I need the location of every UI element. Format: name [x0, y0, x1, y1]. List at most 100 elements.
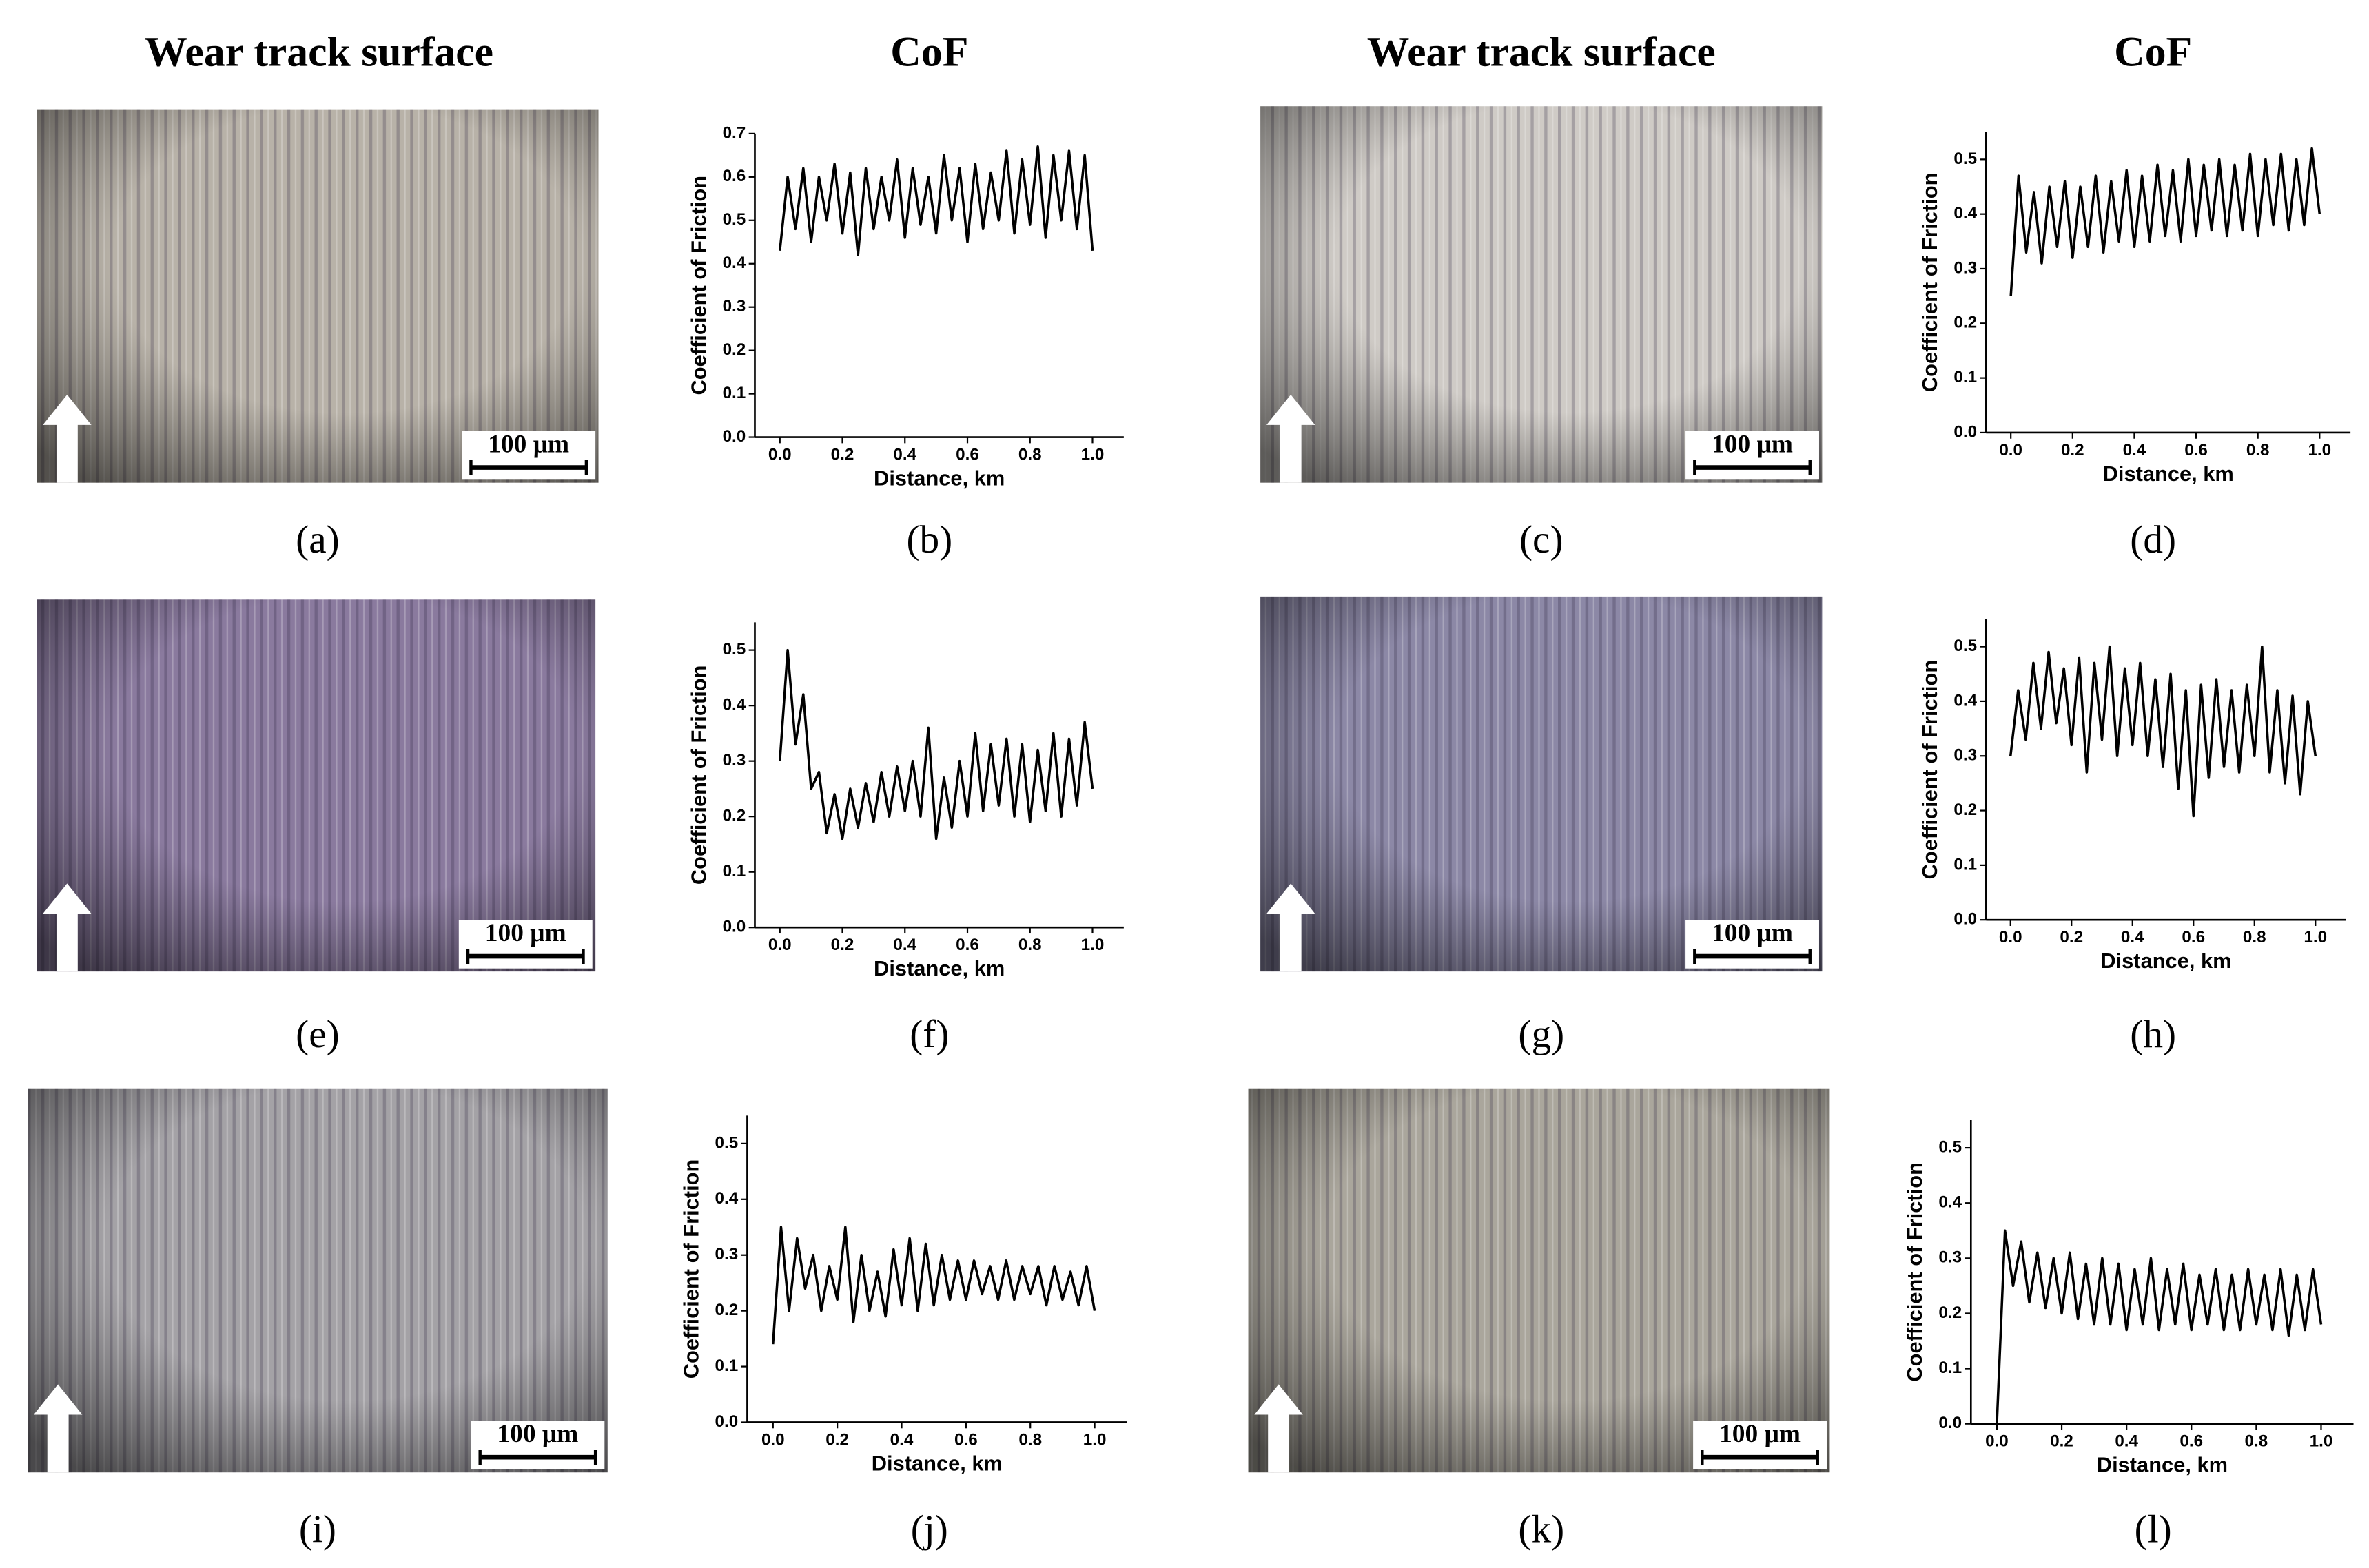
- micrograph-vignette: [28, 1088, 608, 1473]
- y-tick-label: 0.4: [723, 254, 746, 272]
- y-tick-label: 0.4: [723, 696, 746, 714]
- x-tick-label: 0.6: [2184, 441, 2208, 460]
- y-tick-label: 0.5: [1953, 637, 1977, 655]
- cof-line: [772, 1226, 1096, 1345]
- micrograph: 100 μm: [37, 109, 599, 483]
- x-tick-label: 1.0: [2304, 928, 2327, 947]
- micrograph-vignette: [1260, 596, 1823, 972]
- scale-bar-label: 100 μm: [1712, 919, 1793, 947]
- scale-bar-box: [471, 1421, 605, 1469]
- y-tick-label: 0.0: [1938, 1414, 1962, 1432]
- cof-chart: 0.0 0.1 0.2 0.3 0.4 0.5 0.0 0.2 0.4 0.6 0.8 1.0 Dist…: [1903, 1120, 2354, 1477]
- cof-line: [1996, 1229, 2323, 1424]
- cof-chart: 0.0 0.1 0.2 0.3 0.4 0.5 0.0 0.2 0.4 0.6 0.8 1.0 Dist…: [1918, 132, 2351, 486]
- micrograph: 100 μm: [28, 1088, 608, 1473]
- panel-label: (i): [299, 1507, 336, 1551]
- y-tick-label: 0.3: [1953, 258, 1977, 277]
- panel-label: (k): [1518, 1507, 1564, 1551]
- panel-label: (b): [906, 518, 952, 561]
- column-header: CoF: [2114, 29, 2192, 76]
- x-tick-label: 1.0: [2308, 441, 2331, 460]
- scale-bar-label: 100 μm: [1712, 430, 1793, 458]
- x-tick-label: 0.8: [2245, 1432, 2268, 1451]
- x-tick-label: 0.0: [761, 1430, 785, 1449]
- y-axis-label: Coefficient of Friction: [686, 665, 710, 885]
- y-tick-label: 0.5: [715, 1133, 739, 1152]
- y-tick-label: 0.1: [1938, 1359, 1962, 1377]
- sliding-direction-arrow: [43, 883, 92, 972]
- micrograph: 100 μm: [1260, 106, 1823, 483]
- y-tick-label: 0.4: [1953, 691, 1977, 710]
- y-tick-label: 0.3: [1938, 1248, 1962, 1267]
- y-tick-label: 0.2: [723, 807, 746, 825]
- sliding-direction-arrow: [43, 394, 92, 483]
- y-tick-label: 0.1: [723, 384, 746, 402]
- y-tick-label: 0.0: [715, 1412, 739, 1431]
- panel-label: (a): [296, 518, 340, 561]
- x-tick-label: 0.6: [956, 936, 979, 954]
- column-header: CoF: [890, 29, 968, 76]
- scale-bar-box: [1685, 920, 1819, 969]
- scale-bar-label: 100 μm: [488, 430, 569, 458]
- scale-bar-box: [1693, 1421, 1827, 1469]
- cof-line: [779, 145, 1094, 256]
- x-tick-label: 0.4: [2123, 441, 2146, 460]
- y-tick-label: 0.5: [723, 640, 746, 659]
- x-tick-label: 0.6: [2180, 1432, 2203, 1451]
- x-tick-label: 0.0: [768, 445, 792, 464]
- x-tick-label: 0.2: [2060, 928, 2083, 947]
- y-axis-label: Coefficient of Friction: [679, 1159, 703, 1379]
- sliding-direction-arrow: [1254, 1384, 1303, 1473]
- y-tick-label: 0.3: [715, 1245, 739, 1263]
- panel-label: (c): [1519, 518, 1563, 561]
- y-tick-label: 0.6: [723, 167, 746, 185]
- y-tick-label: 0.4: [1953, 204, 1977, 223]
- y-tick-label: 0.7: [723, 123, 746, 142]
- x-tick-label: 0.8: [2246, 441, 2270, 460]
- y-tick-label: 0.2: [715, 1301, 739, 1319]
- y-tick-label: 0.2: [1953, 801, 1977, 819]
- scale-bar-label: 100 μm: [1719, 1420, 1801, 1448]
- cof-line: [2009, 645, 2317, 818]
- y-axis-label: Coefficient of Friction: [1918, 173, 1942, 393]
- sliding-direction-arrow: [33, 1384, 83, 1473]
- x-tick-label: 0.8: [1018, 1430, 1042, 1449]
- y-tick-label: 0.5: [1953, 149, 1977, 168]
- y-tick-label: 0.0: [723, 918, 746, 936]
- x-axis-label: Distance, km: [2097, 1453, 2228, 1477]
- x-tick-label: 0.0: [1999, 928, 2022, 947]
- x-tick-label: 0.2: [2061, 441, 2084, 460]
- y-tick-label: 0.1: [723, 862, 746, 880]
- y-tick-label: 0.3: [723, 751, 746, 770]
- y-tick-label: 0.3: [1953, 746, 1977, 765]
- y-tick-label: 0.3: [723, 297, 746, 316]
- x-axis-label: Distance, km: [2100, 949, 2231, 973]
- y-tick-label: 0.5: [1938, 1137, 1962, 1156]
- panel-label: (l): [2135, 1507, 2172, 1551]
- x-tick-label: 0.2: [831, 936, 854, 954]
- sliding-direction-arrow: [1266, 883, 1315, 972]
- scale-bar-label: 100 μm: [497, 1420, 578, 1448]
- x-tick-label: 1.0: [1081, 445, 1105, 464]
- y-tick-label: 0.2: [1953, 313, 1977, 332]
- panel-label: (g): [1518, 1013, 1564, 1056]
- scale-bar-box: [462, 431, 596, 480]
- x-tick-label: 0.6: [954, 1430, 978, 1449]
- micrograph: 100 μm: [37, 599, 596, 972]
- x-axis-label: Distance, km: [2103, 462, 2234, 486]
- panel-label: (j): [911, 1507, 948, 1551]
- x-tick-label: 0.8: [1018, 445, 1042, 464]
- x-tick-label: 0.4: [2121, 928, 2144, 947]
- cof-chart: 0.0 0.1 0.2 0.3 0.4 0.5 0.0 0.2 0.4 0.6 0.8 1.0 Dist…: [679, 1115, 1127, 1475]
- x-tick-label: 0.6: [2182, 928, 2205, 947]
- x-tick-label: 0.0: [768, 936, 792, 954]
- cof-chart: 0.0 0.1 0.2 0.3 0.4 0.5 0.0 0.2 0.4 0.6 0.8 1.0 Dist…: [1918, 619, 2346, 973]
- x-tick-label: 0.4: [890, 1430, 914, 1449]
- x-tick-label: 0.2: [2050, 1432, 2073, 1451]
- y-tick-label: 0.4: [715, 1189, 739, 1208]
- cof-line: [778, 648, 1094, 840]
- micrograph: 100 μm: [1260, 596, 1823, 972]
- scale-bar-box: [1685, 431, 1819, 480]
- panel-label: (h): [2130, 1013, 2176, 1056]
